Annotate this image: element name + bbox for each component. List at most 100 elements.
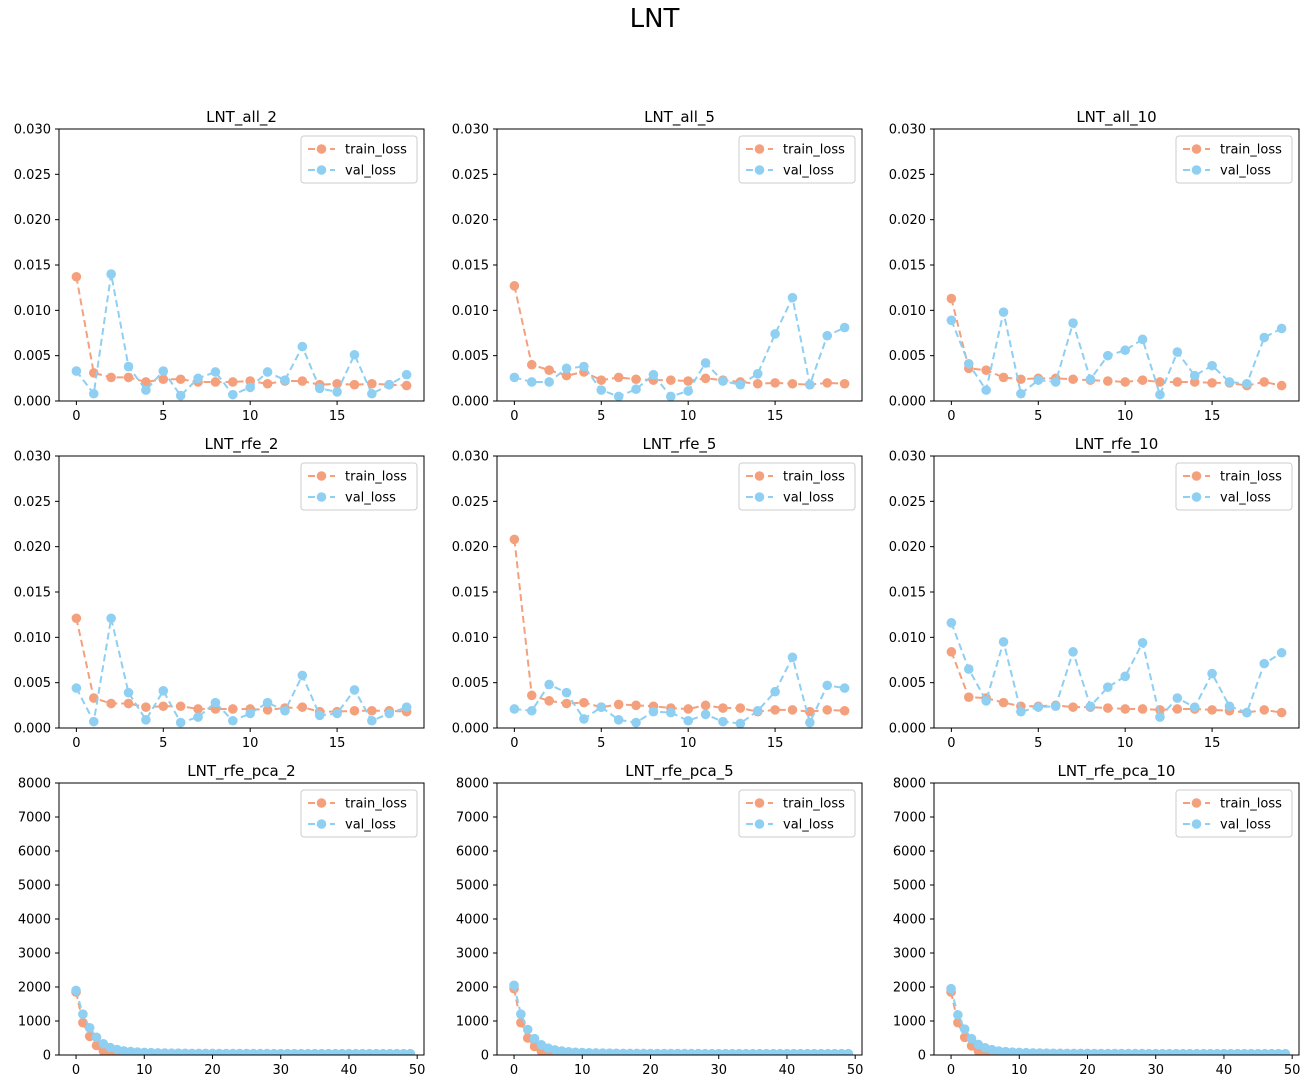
data-point	[245, 382, 255, 393]
data-point	[963, 359, 974, 369]
legend: train_loss val_loss	[1175, 462, 1293, 511]
data-point	[700, 700, 711, 711]
legend-marker	[316, 144, 327, 154]
data-point	[561, 687, 572, 698]
y-tick-label: 2000	[456, 981, 489, 996]
y-tick-label: 8000	[18, 777, 51, 792]
x-tick-label: 20	[204, 1063, 221, 1078]
legend-box	[1175, 462, 1293, 511]
data-point	[981, 365, 991, 375]
data-point	[123, 698, 134, 709]
data-point	[1207, 360, 1217, 371]
data-point	[770, 378, 780, 388]
legend-label: val_loss	[1220, 818, 1271, 833]
series-line	[513, 539, 845, 713]
data-point	[1068, 374, 1078, 385]
data-point	[141, 385, 151, 395]
subplot: LNT_rfe_pca_5 0 1000 2000 3000 4000 5000 6000 70…	[456, 762, 864, 1078]
y-tick-label: 4000	[893, 913, 926, 928]
data-point	[297, 702, 308, 712]
data-point	[839, 322, 850, 333]
data-point	[998, 697, 1009, 708]
legend-box	[1175, 135, 1293, 184]
data-point	[544, 377, 554, 387]
series-line	[950, 988, 1286, 1055]
subplot-title: LNT_rfe_pca_5	[625, 762, 733, 781]
data-point	[522, 1024, 533, 1035]
x-tick-label: 0	[947, 1063, 955, 1078]
data-point	[175, 701, 186, 712]
data-point	[123, 687, 134, 698]
data-point	[1280, 1048, 1291, 1055]
data-point	[228, 377, 238, 387]
data-point	[946, 618, 957, 628]
data-point	[1050, 701, 1061, 712]
series-line	[75, 618, 407, 725]
data-point	[613, 372, 624, 383]
x-tick-label: 0	[510, 1063, 518, 1078]
data-point	[384, 379, 395, 390]
data-point	[280, 705, 290, 716]
y-tick-label: 0.020	[14, 213, 51, 228]
x-tick-label: 0	[510, 736, 518, 751]
data-point	[1137, 375, 1148, 385]
y-tick-label: 0.005	[452, 676, 489, 691]
data-point	[735, 703, 746, 713]
data-point	[770, 329, 780, 339]
data-point	[839, 378, 850, 389]
data-point	[648, 369, 659, 380]
data-point	[666, 391, 676, 401]
data-point	[1033, 375, 1044, 385]
x-tick-label: 10	[1011, 1063, 1028, 1078]
legend-label: val_loss	[345, 164, 396, 179]
data-point	[210, 367, 221, 377]
data-point	[158, 686, 169, 696]
x-tick-label: 40	[341, 1063, 358, 1078]
data-point	[529, 1033, 540, 1044]
y-tick-label: 0.005	[14, 676, 51, 691]
legend-box	[738, 789, 856, 838]
data-point	[1207, 378, 1217, 388]
x-tick-label: 20	[1079, 1063, 1096, 1078]
data-point	[1137, 704, 1148, 714]
legend-box	[1175, 789, 1293, 838]
legend-label: train_loss	[345, 143, 407, 158]
data-point	[1189, 702, 1200, 712]
y-tick-label: 0.030	[452, 450, 489, 465]
data-point	[106, 372, 116, 383]
y-tick-label: 1000	[18, 1015, 51, 1030]
data-point	[349, 349, 360, 360]
data-point	[998, 637, 1009, 647]
y-tick-label: 7000	[893, 811, 926, 826]
x-tick-label: 10	[136, 1063, 153, 1078]
data-point	[787, 705, 798, 715]
data-point	[141, 377, 151, 387]
y-tick-label: 5000	[893, 879, 926, 894]
x-tick-label: 0	[947, 736, 955, 751]
y-tick-label: 0.010	[452, 631, 489, 646]
x-tick-label: 20	[642, 1063, 659, 1078]
y-tick-label: 0.010	[452, 304, 489, 319]
x-tick-label: 15	[329, 736, 346, 751]
series-val_loss	[509, 292, 850, 401]
data-point	[683, 376, 693, 386]
subplot: LNT_all_5 0.000 0.005 0.010 0.015 0.020 0.025 0…	[452, 108, 863, 424]
series-line	[950, 991, 1286, 1055]
data-point	[1155, 377, 1165, 387]
data-point	[613, 699, 624, 710]
data-point	[718, 376, 728, 386]
data-point	[245, 708, 255, 719]
y-tick-label: 0	[43, 1049, 51, 1064]
data-point	[401, 380, 412, 391]
x-tick-label: 10	[242, 736, 259, 751]
data-point	[839, 683, 850, 693]
data-point	[596, 702, 607, 712]
data-point	[1103, 376, 1113, 386]
legend-marker	[754, 471, 765, 481]
subplot: LNT_all_2 0.000 0.005 0.010 0.015 0.020 0.025 0…	[14, 108, 425, 424]
data-point	[349, 379, 360, 390]
y-tick-label: 0.020	[14, 540, 51, 555]
data-point	[1259, 658, 1270, 669]
data-point	[88, 716, 99, 727]
legend-label: train_loss	[783, 797, 845, 812]
